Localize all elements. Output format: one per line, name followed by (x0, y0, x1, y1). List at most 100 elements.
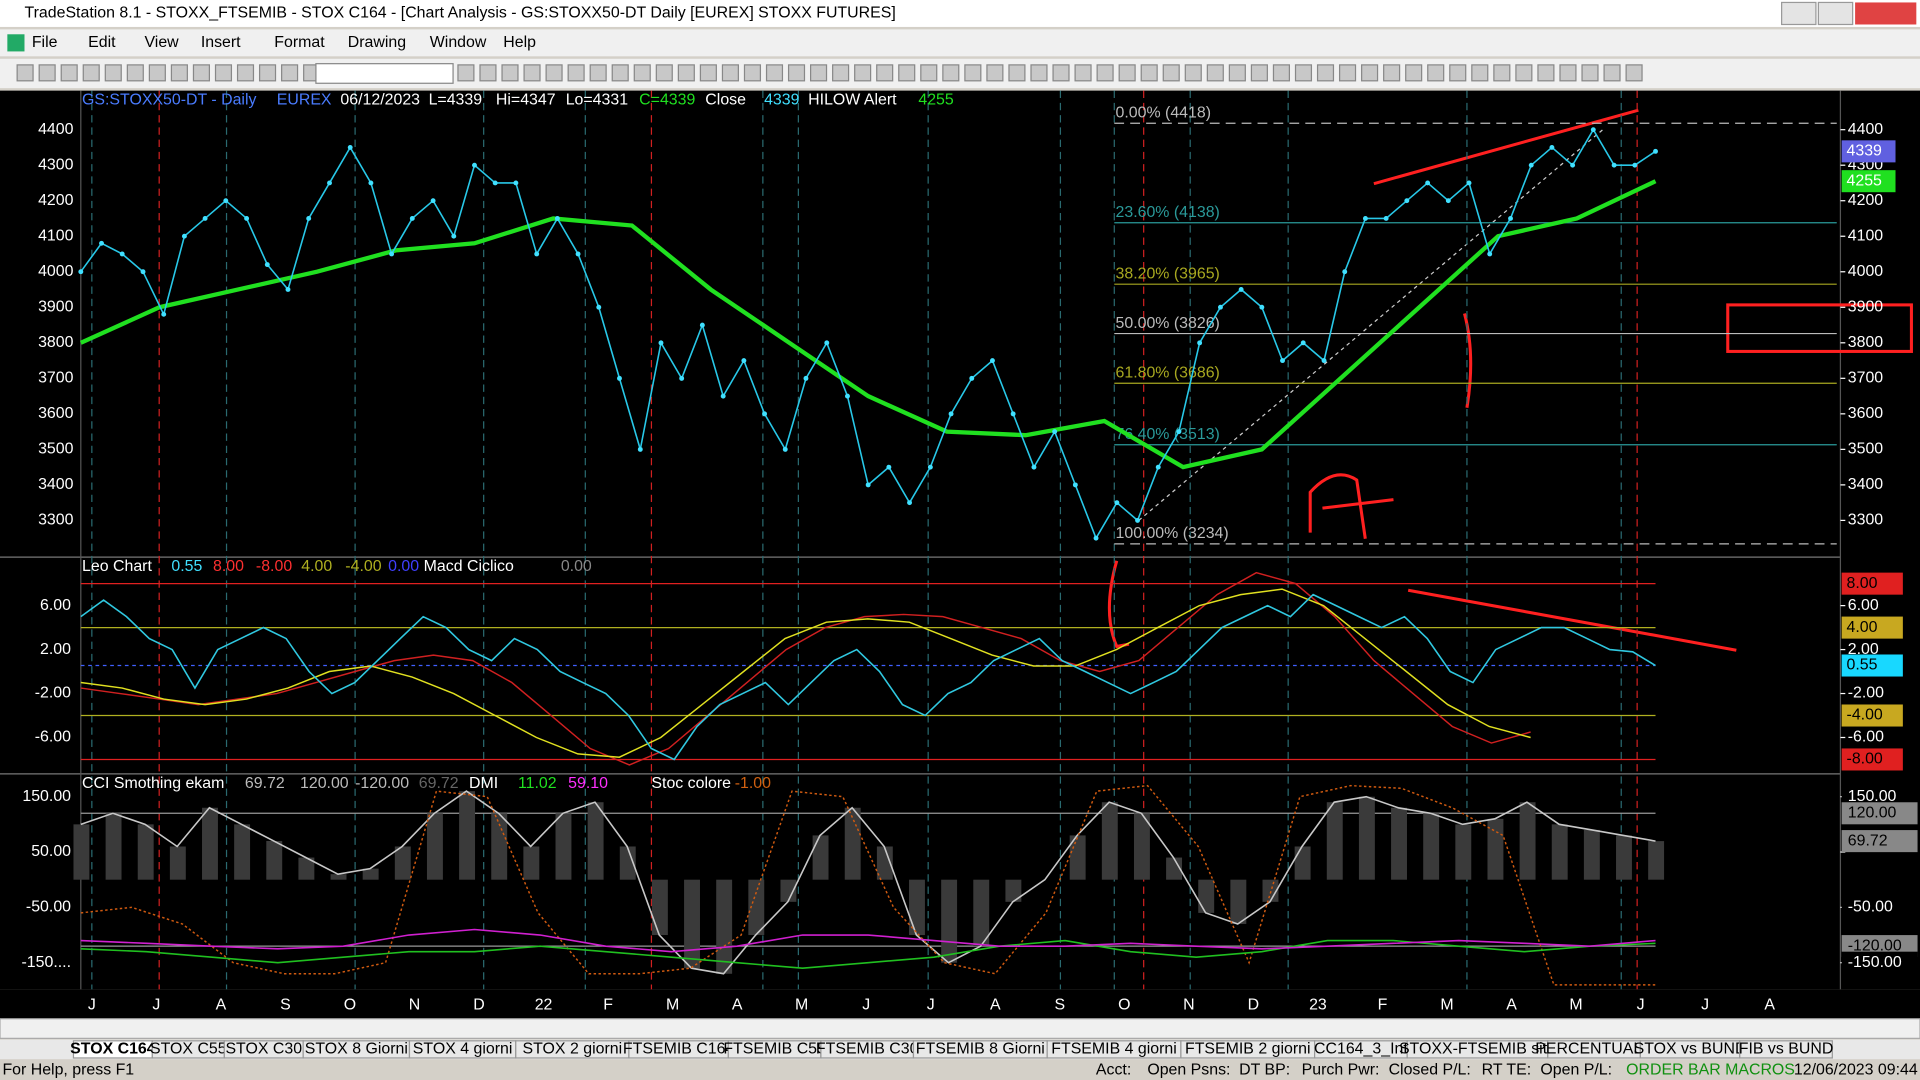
toolbar-button[interactable] (567, 64, 585, 82)
bar-dot (1342, 269, 1348, 275)
toolbar-button[interactable] (964, 64, 982, 82)
toolbar-button[interactable] (16, 64, 34, 82)
menu-item[interactable]: Format (274, 34, 325, 51)
toolbar-button[interactable] (1228, 64, 1246, 82)
trend-line (1373, 108, 1639, 186)
toolbar-button[interactable] (1140, 64, 1158, 82)
toolbar-button[interactable] (1162, 64, 1180, 82)
pane-header: 69.72 (419, 775, 459, 792)
toolbar-button[interactable] (920, 64, 938, 82)
cci-histogram (1166, 857, 1183, 880)
scrollbar[interactable] (0, 1018, 1920, 1039)
menu-item[interactable]: Edit (88, 34, 116, 51)
toolbar-button[interactable] (38, 64, 56, 82)
toolbar-button[interactable] (655, 64, 673, 82)
menu-item[interactable]: Window (430, 34, 487, 51)
toolbar-button[interactable] (1272, 64, 1291, 82)
toolbar-button[interactable] (1625, 64, 1643, 82)
toolbar-button[interactable] (1361, 64, 1379, 82)
cci-histogram (298, 857, 315, 880)
toolbar-button[interactable] (281, 64, 299, 82)
toolbar-button[interactable] (1206, 64, 1224, 82)
menu-item[interactable]: File (32, 34, 58, 51)
toolbar-button[interactable] (699, 64, 717, 82)
bar-dot (637, 446, 643, 452)
toolbar-button[interactable] (170, 64, 188, 82)
toolbar-button[interactable] (1096, 64, 1114, 82)
toolbar-button[interactable] (1427, 64, 1445, 82)
pane-header: 4255 (918, 92, 954, 109)
toolbar-button[interactable] (1184, 64, 1202, 82)
toolbar-button[interactable] (1250, 64, 1268, 82)
toolbar-button[interactable] (810, 64, 828, 82)
toolbar-button[interactable] (523, 64, 541, 82)
x-tick-label: M (795, 997, 808, 1014)
toolbar-button[interactable] (1118, 64, 1136, 82)
toolbar-button[interactable] (214, 64, 233, 82)
toolbar-button[interactable] (1559, 64, 1577, 82)
toolbar-button[interactable] (1405, 64, 1423, 82)
toolbar-button[interactable] (82, 64, 100, 82)
toolbar-button[interactable] (104, 64, 122, 82)
toolbar-button[interactable] (1493, 64, 1511, 82)
toolbar-button[interactable] (1294, 64, 1313, 82)
level-label: 150.00 (1848, 788, 1897, 805)
toolbar-button[interactable] (1471, 64, 1489, 82)
toolbar-button[interactable] (1008, 64, 1026, 82)
toolbar-button[interactable] (545, 64, 563, 82)
toolbar-button[interactable] (898, 64, 916, 82)
sheet-tab-label: FTSEMIB C55 (723, 1041, 826, 1058)
toolbar-button[interactable] (765, 64, 784, 82)
cci-histogram (1294, 846, 1311, 880)
symbol-combo[interactable] (315, 63, 454, 84)
toolbar-button[interactable] (677, 64, 695, 82)
toolbar-button[interactable] (1449, 64, 1467, 82)
menu-item[interactable]: View (144, 34, 179, 51)
menu-item[interactable]: Help (503, 34, 536, 51)
sheet-tab[interactable] (1739, 1040, 1833, 1059)
close-button[interactable] (1855, 2, 1917, 25)
menu-item[interactable]: Insert (201, 34, 241, 51)
toolbar-button[interactable] (258, 64, 277, 82)
toolbar-button[interactable] (126, 64, 144, 82)
y-tick-label: 3600 (1848, 405, 1884, 422)
toolbar-button[interactable] (942, 64, 960, 82)
sheet-tab-label: PERCENTUALE (1535, 1041, 1653, 1058)
toolbar-button[interactable] (479, 64, 497, 82)
toolbar-button[interactable] (1515, 64, 1533, 82)
toolbar-button[interactable] (743, 64, 762, 82)
toolbar-button[interactable] (1316, 64, 1335, 82)
toolbar-button[interactable] (633, 64, 651, 82)
toolbar-button[interactable] (457, 64, 475, 82)
toolbar-button[interactable] (1052, 64, 1070, 82)
x-tick-label: F (1378, 997, 1388, 1014)
bar-dot (1238, 287, 1244, 292)
toolbar-button[interactable] (986, 64, 1004, 82)
toolbar-button[interactable] (787, 64, 806, 82)
toolbar-button[interactable] (832, 64, 850, 82)
toolbar-button[interactable] (1383, 64, 1401, 82)
x-tick-label: A (1506, 997, 1517, 1014)
toolbar-button[interactable] (501, 64, 519, 82)
toolbar-button[interactable] (1074, 64, 1092, 82)
menu-item[interactable]: Drawing (348, 34, 406, 51)
toolbar-button[interactable] (236, 64, 255, 82)
toolbar-button[interactable] (1581, 64, 1599, 82)
maximize-button[interactable] (1817, 1, 1854, 26)
toolbar-button[interactable] (192, 64, 211, 82)
bar-dot (1425, 180, 1431, 186)
minimize-button[interactable] (1781, 1, 1817, 26)
toolbar-button[interactable] (60, 64, 78, 82)
toolbar-button[interactable] (611, 64, 629, 82)
toolbar-button[interactable] (1030, 64, 1048, 82)
toolbar-button[interactable] (148, 64, 166, 82)
cci-histogram (812, 835, 829, 880)
toolbar-button[interactable] (1537, 64, 1555, 82)
toolbar-button[interactable] (876, 64, 894, 82)
toolbar-button[interactable] (1603, 64, 1621, 82)
toolbar-button[interactable] (854, 64, 872, 82)
toolbar-button[interactable] (589, 64, 607, 82)
toolbar-button[interactable] (1338, 64, 1357, 82)
toolbar-button[interactable] (721, 64, 739, 82)
bar-dot (575, 251, 581, 257)
